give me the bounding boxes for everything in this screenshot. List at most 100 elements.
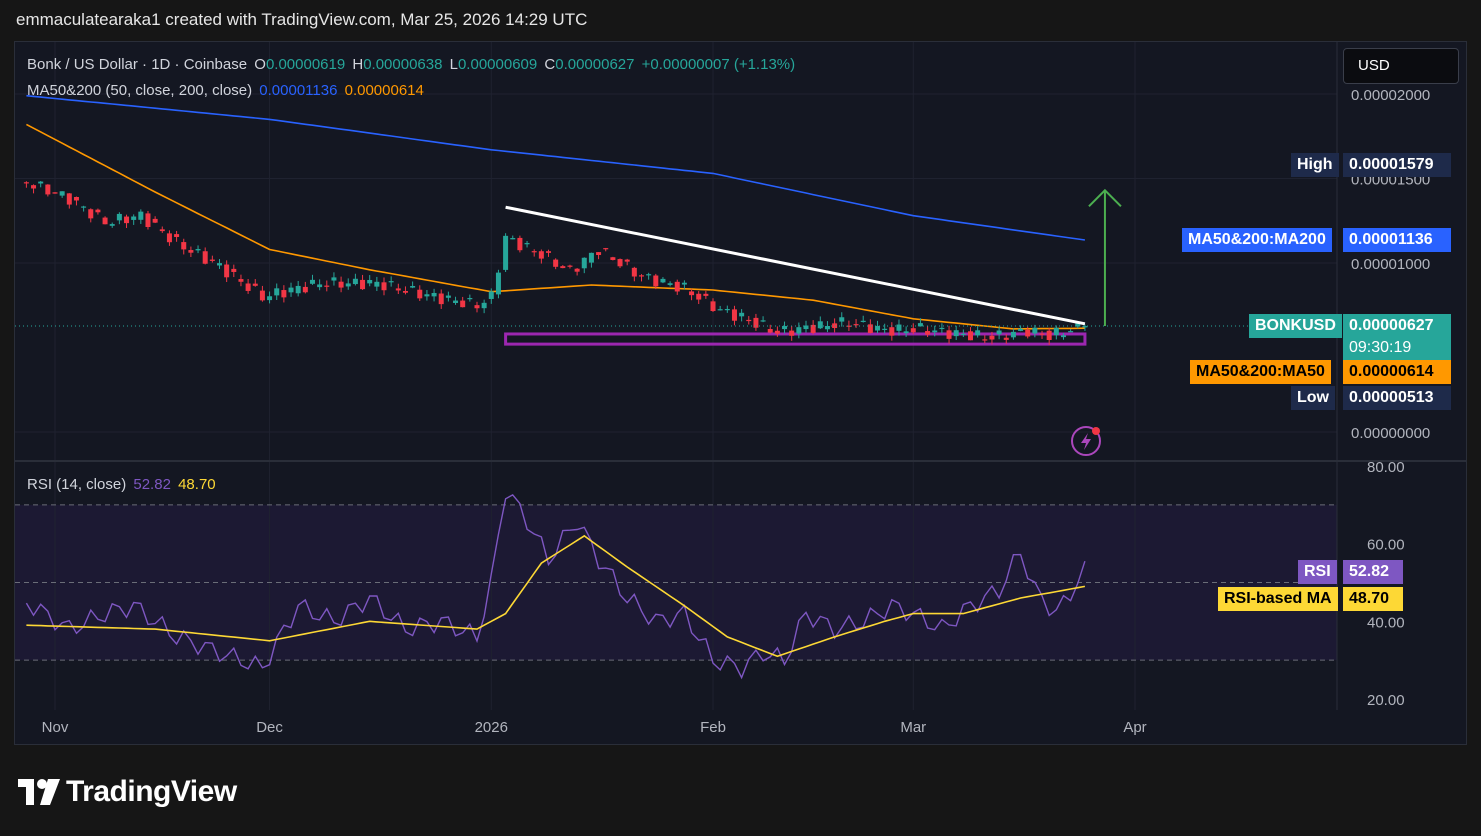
candle-body: [231, 268, 237, 272]
candle-body: [209, 259, 215, 261]
candle-body: [1082, 326, 1088, 328]
candle-body: [832, 323, 838, 329]
candle-body: [596, 252, 602, 256]
candle-body: [538, 251, 544, 259]
candle-body: [846, 325, 852, 327]
ma200-value-badge: 0.00001136: [1343, 228, 1451, 252]
candle-body: [510, 238, 516, 240]
candle-body: [860, 320, 866, 322]
candle-body: [302, 286, 308, 293]
candle-body: [782, 326, 788, 330]
ma-indicator-label: MA50&200 (50, close, 200, close): [27, 82, 253, 99]
high-label: H: [352, 56, 364, 73]
candle-body: [360, 279, 366, 290]
candle-body: [202, 251, 208, 264]
descending-trendline[interactable]: [505, 205, 1086, 326]
open-value: 0.00000619: [265, 56, 346, 73]
currency-button[interactable]: USD: [1343, 48, 1459, 84]
candle-body: [274, 288, 280, 296]
rsi-value-badge: 52.82: [1343, 560, 1403, 584]
candle-body: [803, 325, 809, 330]
candle-body: [1032, 327, 1038, 334]
rsi-label-badge: RSI: [1298, 560, 1337, 584]
candle-body: [853, 324, 859, 326]
candle-body: [553, 259, 559, 267]
candle-body: [159, 229, 165, 232]
ma200-line: [26, 94, 1086, 241]
candle-body: [38, 181, 44, 184]
rsi-ma-legend-value: 48.70: [178, 476, 216, 493]
moving-average-layer: [26, 94, 1086, 330]
symbol-title[interactable]: Bonk / US Dollar · 1D · Coinbase: [27, 56, 248, 73]
rsi-ma-line: [26, 534, 1086, 658]
tradingview-logo[interactable]: TradingView: [18, 774, 237, 809]
candle-body: [817, 321, 823, 329]
candle-body: [73, 196, 79, 201]
candle-body: [188, 250, 194, 253]
candle-body: [689, 291, 695, 296]
candle-body: [717, 309, 723, 311]
candle-body: [402, 290, 408, 293]
x-tick-label: Apr: [1123, 719, 1146, 736]
candle-body: [410, 286, 416, 288]
candle-body: [109, 224, 115, 226]
ma-legend[interactable]: MA50&200 (50, close, 200, close) 0.00001…: [27, 82, 427, 99]
candle-body: [267, 296, 273, 301]
candle-body: [181, 242, 187, 250]
chart-canvas[interactable]: Nov Dec 2026 Feb Mar Apr0.000020000.000015000…: [15, 42, 1467, 745]
candle-body: [982, 339, 988, 341]
candle-body: [796, 327, 802, 334]
candle-body: [588, 252, 594, 263]
candle-body: [388, 281, 394, 283]
countdown-badge: 09:30:19: [1343, 336, 1451, 360]
candle-body: [574, 268, 580, 272]
candle-body: [453, 300, 459, 303]
candle-body: [152, 218, 158, 223]
rsi-axis-tick-label: 60.00: [1367, 537, 1405, 554]
lightning-alert-icon[interactable]: [1071, 426, 1101, 456]
brand-name: TradingView: [66, 775, 237, 809]
rsi-ma-label-badge: RSI-based MA: [1218, 587, 1338, 611]
low-value-badge: 0.00000513: [1343, 386, 1451, 410]
candle-body: [638, 275, 644, 277]
rsi-axis-tick-label: 20.00: [1367, 692, 1405, 709]
candle-body: [238, 279, 244, 282]
candle-body: [524, 243, 530, 245]
ma-fast-value: 0.00000614: [344, 82, 424, 99]
ma200-label-badge: MA50&200:MA200: [1182, 228, 1332, 252]
candle-body: [81, 206, 87, 208]
support-zone-box[interactable]: [504, 332, 1087, 346]
candle-body: [674, 281, 680, 292]
candle-body: [946, 330, 952, 339]
candle-body: [23, 182, 29, 184]
x-tick-label: Feb: [700, 719, 726, 736]
candle-body: [481, 302, 487, 309]
low-label-badge: Low: [1291, 386, 1335, 410]
candle-body: [696, 293, 702, 300]
symbol-label-badge: BONKUSD: [1249, 314, 1342, 338]
candle-body: [967, 331, 973, 341]
price-axis-tick-label: 0.00002000: [1351, 87, 1430, 104]
candle-body: [352, 278, 358, 285]
rsi-line: [25, 494, 1086, 680]
candle-body: [610, 257, 616, 260]
candle-body: [767, 329, 773, 333]
candle-body: [624, 259, 630, 262]
high-label-badge: High: [1291, 153, 1339, 177]
candle-body: [739, 312, 745, 317]
candles-layer: [23, 181, 1088, 346]
candle-body: [245, 283, 251, 291]
chart-frame[interactable]: Nov Dec 2026 Feb Mar Apr 0.00002000 0.00001500 0…: [14, 41, 1467, 745]
rsi-legend[interactable]: RSI (14, close) 52.82 48.70: [27, 476, 219, 493]
candle-body: [1003, 337, 1009, 340]
rsi-axis-tick-label: 40.00: [1367, 614, 1405, 631]
candle-body: [145, 213, 151, 228]
candle-body: [338, 281, 344, 288]
candle-body: [102, 217, 108, 225]
candle-body: [281, 290, 287, 298]
candle-body: [381, 282, 387, 291]
close-value: 0.00000627: [555, 56, 635, 73]
candle-body: [495, 272, 501, 295]
breakout-arrow-head[interactable]: [1088, 188, 1122, 208]
ma50-value-badge: 0.00000614: [1343, 360, 1451, 384]
